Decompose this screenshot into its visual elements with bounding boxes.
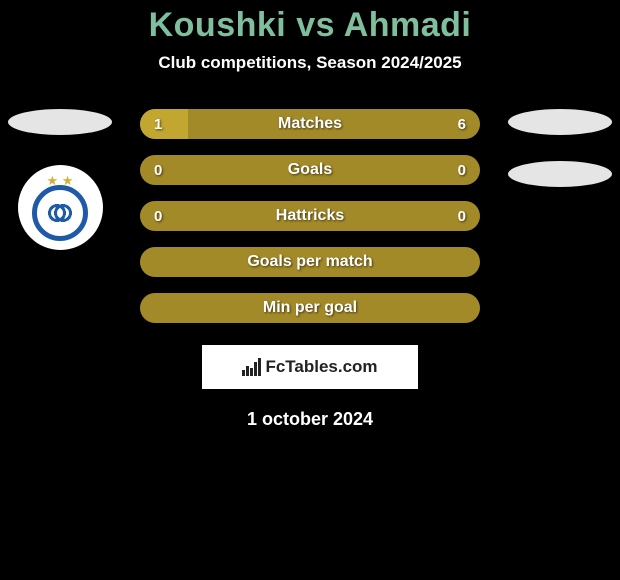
bar-matches: 1 Matches 6 [140, 109, 480, 139]
bar-goals-label: Goals [288, 161, 332, 179]
left-player-placeholder [8, 109, 112, 135]
bar-matches-fill [140, 109, 188, 139]
bar-hattricks-left: 0 [154, 208, 162, 225]
comparison-bars: 1 Matches 6 0 Goals 0 0 Hattricks 0 Goal… [140, 109, 480, 323]
badge-ring-icon [32, 185, 88, 241]
watermark-text: FcTables.com [265, 357, 377, 377]
badge-core-icon [45, 198, 75, 228]
right-column [500, 109, 620, 187]
bar-goals-left: 0 [154, 162, 162, 179]
infographic-root: Koushki vs Ahmadi Club competitions, Sea… [0, 0, 620, 430]
bar-hattricks: 0 Hattricks 0 [140, 201, 480, 231]
right-club-placeholder [508, 161, 612, 187]
watermark-barchart-icon [242, 358, 261, 376]
bar-matches-label: Matches [278, 115, 342, 133]
bar-gpm: Goals per match [140, 247, 480, 277]
bar-matches-right: 6 [458, 116, 466, 133]
bar-goals: 0 Goals 0 [140, 155, 480, 185]
title-player2: Ahmadi [344, 6, 472, 44]
title-player1: Koushki [149, 6, 287, 44]
left-club-badge: ★ ★ [18, 165, 103, 250]
bar-mpg: Min per goal [140, 293, 480, 323]
watermark: FcTables.com [202, 345, 418, 389]
bar-matches-left: 1 [154, 116, 162, 133]
bar-hattricks-right: 0 [458, 208, 466, 225]
subtitle: Club competitions, Season 2024/2025 [0, 53, 620, 73]
right-player-placeholder [508, 109, 612, 135]
title: Koushki vs Ahmadi [0, 6, 620, 45]
content-row: ★ ★ 1 Matches 6 0 Goals 0 [0, 109, 620, 323]
bar-hattricks-label: Hattricks [276, 207, 344, 225]
bar-mpg-label: Min per goal [263, 299, 357, 317]
left-column: ★ ★ [0, 109, 120, 250]
bar-goals-right: 0 [458, 162, 466, 179]
title-vs: vs [296, 6, 335, 44]
footer-date: 1 october 2024 [0, 409, 620, 430]
bar-gpm-label: Goals per match [247, 253, 372, 271]
